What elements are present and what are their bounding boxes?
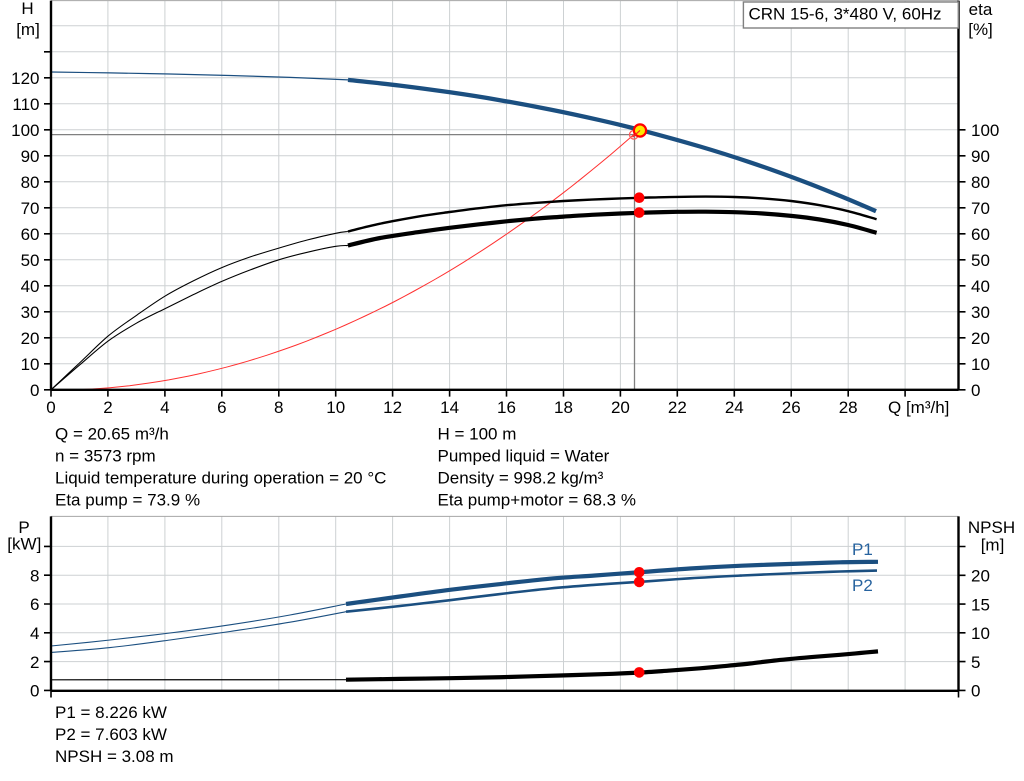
svg-text:50: 50 xyxy=(21,251,40,270)
svg-text:40: 40 xyxy=(21,277,40,296)
svg-text:NPSH: NPSH xyxy=(968,518,1015,537)
svg-text:2: 2 xyxy=(103,398,112,417)
svg-text:110: 110 xyxy=(12,95,39,114)
svg-text:40: 40 xyxy=(971,277,990,296)
svg-text:80: 80 xyxy=(971,173,990,192)
svg-text:80: 80 xyxy=(21,173,40,192)
svg-text:P1: P1 xyxy=(852,540,873,559)
svg-text:60: 60 xyxy=(971,225,990,244)
svg-text:0: 0 xyxy=(30,682,39,701)
svg-text:P2 = 7.603 kW: P2 = 7.603 kW xyxy=(55,725,167,744)
svg-text:60: 60 xyxy=(21,225,40,244)
svg-text:4: 4 xyxy=(30,624,39,643)
svg-text:10: 10 xyxy=(971,355,990,374)
svg-text:6: 6 xyxy=(30,595,39,614)
svg-text:10: 10 xyxy=(971,624,990,643)
svg-text:Liquid temperature during oper: Liquid temperature during operation = 20… xyxy=(55,469,386,488)
svg-text:n = 3573 rpm: n = 3573 rpm xyxy=(55,447,156,466)
svg-text:20: 20 xyxy=(611,398,630,417)
svg-text:90: 90 xyxy=(21,147,40,166)
svg-text:70: 70 xyxy=(21,199,40,218)
svg-text:H: H xyxy=(21,0,33,18)
svg-text:0: 0 xyxy=(971,381,980,400)
svg-text:26: 26 xyxy=(782,398,801,417)
svg-text:14: 14 xyxy=(440,398,459,417)
svg-text:Eta pump+motor = 68.3 %: Eta pump+motor = 68.3 % xyxy=(438,491,636,510)
svg-text:100: 100 xyxy=(11,121,39,140)
svg-text:P2: P2 xyxy=(852,576,873,595)
svg-text:CRN 15-6, 3*480 V, 60Hz: CRN 15-6, 3*480 V, 60Hz xyxy=(748,5,941,24)
svg-text:50: 50 xyxy=(971,251,990,270)
svg-text:100: 100 xyxy=(971,121,999,140)
svg-text:[%]: [%] xyxy=(968,20,993,39)
svg-text:5: 5 xyxy=(971,653,980,672)
svg-text:[m]: [m] xyxy=(16,20,40,39)
svg-text:Q [m³/h]: Q [m³/h] xyxy=(888,398,949,417)
svg-text:16: 16 xyxy=(497,398,516,417)
svg-text:0: 0 xyxy=(971,682,980,701)
svg-text:6: 6 xyxy=(217,398,226,417)
svg-text:Density = 998.2 kg/m³: Density = 998.2 kg/m³ xyxy=(438,469,604,488)
svg-text:eta: eta xyxy=(969,0,993,19)
svg-text:0: 0 xyxy=(46,398,55,417)
svg-text:10: 10 xyxy=(21,355,40,374)
svg-text:20: 20 xyxy=(21,329,40,348)
svg-text:2: 2 xyxy=(30,653,39,672)
svg-text:18: 18 xyxy=(554,398,573,417)
svg-text:20: 20 xyxy=(971,329,990,348)
svg-text:P: P xyxy=(18,518,29,537)
svg-text:30: 30 xyxy=(971,303,990,322)
svg-text:20: 20 xyxy=(971,567,990,586)
svg-text:8: 8 xyxy=(30,566,39,585)
svg-text:Q = 20.65 m³/h: Q = 20.65 m³/h xyxy=(55,425,169,444)
svg-text:H = 100 m: H = 100 m xyxy=(438,425,517,444)
svg-text:30: 30 xyxy=(21,303,40,322)
svg-text:P1 = 8.226 kW: P1 = 8.226 kW xyxy=(55,703,167,722)
svg-text:4: 4 xyxy=(160,398,169,417)
svg-text:15: 15 xyxy=(971,595,990,614)
svg-text:8: 8 xyxy=(274,398,283,417)
svg-text:[m]: [m] xyxy=(981,535,1005,554)
svg-text:10: 10 xyxy=(326,398,345,417)
svg-text:12: 12 xyxy=(383,398,402,417)
svg-text:22: 22 xyxy=(668,398,687,417)
svg-text:Eta pump = 73.9 %: Eta pump = 73.9 % xyxy=(55,491,200,510)
svg-text:[kW]: [kW] xyxy=(7,535,41,554)
svg-text:120: 120 xyxy=(11,69,39,88)
svg-text:Pumped liquid = Water: Pumped liquid = Water xyxy=(438,447,610,466)
svg-text:NPSH = 3.08 m: NPSH = 3.08 m xyxy=(55,747,174,766)
svg-text:28: 28 xyxy=(839,398,858,417)
svg-text:24: 24 xyxy=(725,398,744,417)
svg-text:70: 70 xyxy=(971,199,990,218)
svg-text:90: 90 xyxy=(971,147,990,166)
svg-text:0: 0 xyxy=(30,381,39,400)
